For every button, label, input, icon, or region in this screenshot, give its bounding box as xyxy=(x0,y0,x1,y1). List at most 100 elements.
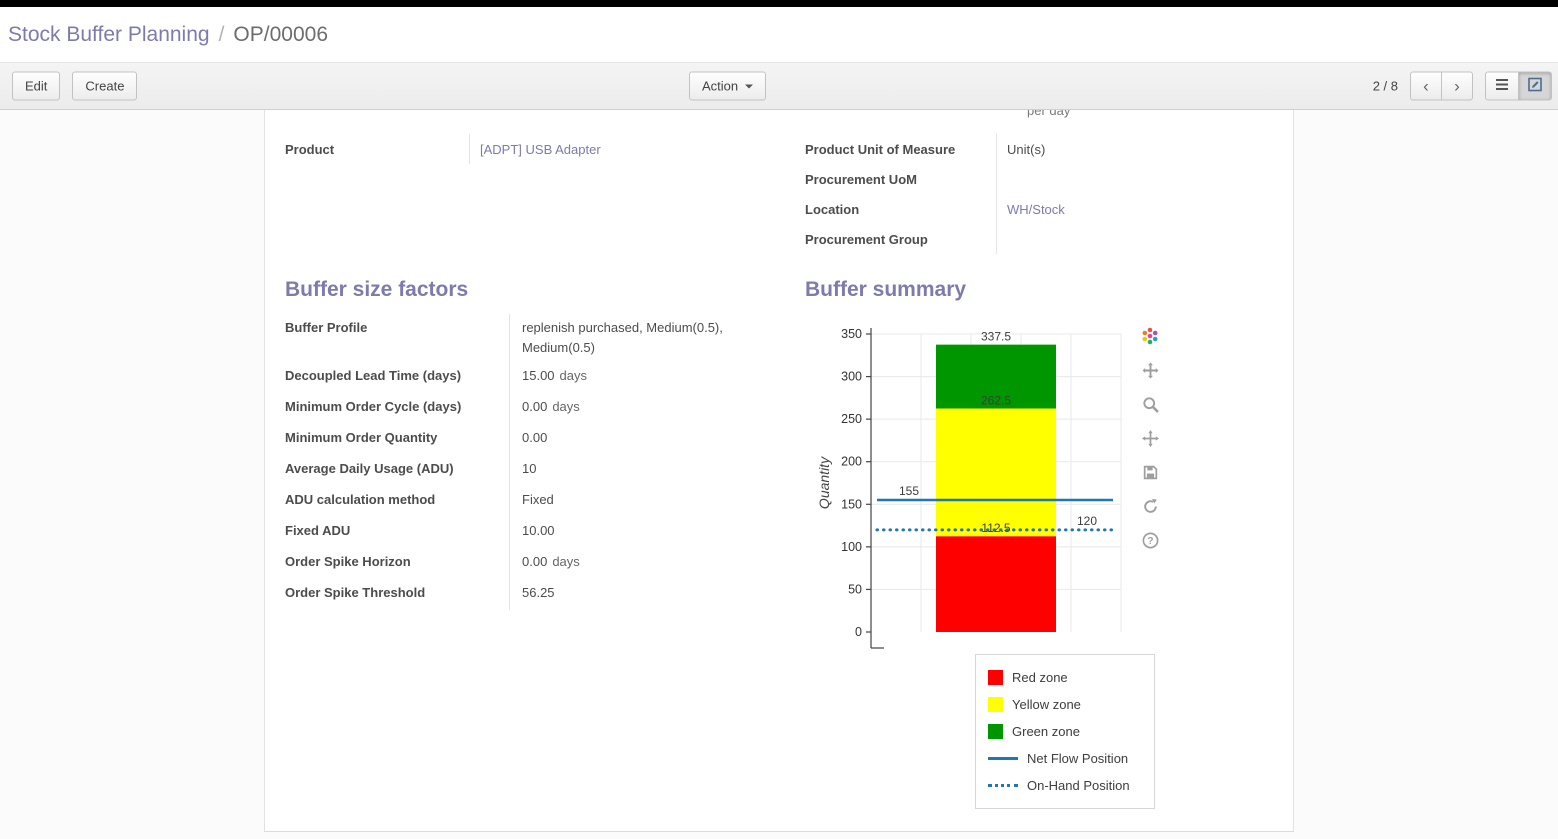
action-label: Action xyxy=(702,78,739,94)
field-unit: days xyxy=(559,368,588,383)
control-panel: Edit Create Action 2 / 8 ‹ › xyxy=(0,62,1558,110)
net-flow-position-swatch xyxy=(988,757,1018,760)
field-value-link[interactable]: Fixed xyxy=(522,492,554,507)
pager-counter: 2 / 8 xyxy=(1372,78,1398,94)
section-title-buffer-summary: Buffer summary xyxy=(805,278,967,301)
field-row: Decoupled Lead Time (days) 15.00 days xyxy=(285,362,805,393)
form-icon xyxy=(1527,77,1543,96)
list-view-button[interactable] xyxy=(1485,71,1519,101)
section-title-buffer-size-factors: Buffer size factors xyxy=(285,278,469,301)
action-dropdown-button[interactable]: Action xyxy=(689,71,767,101)
legend-label: On-Hand Position xyxy=(1027,778,1130,793)
legend-label: Green zone xyxy=(1012,724,1080,739)
zone-top-label: 112.5 xyxy=(981,521,1010,535)
pager-nav: ‹ › xyxy=(1410,71,1473,101)
help-icon[interactable]: ? xyxy=(1140,530,1160,550)
field-unit: days xyxy=(552,554,580,569)
caret-down-icon xyxy=(745,84,754,88)
field-label: Decoupled Lead Time (days) xyxy=(285,362,510,393)
breadcrumb-parent-link[interactable]: Stock Buffer Planning xyxy=(8,22,210,46)
legend-item[interactable]: On-Hand Position xyxy=(988,772,1142,799)
zoom-icon[interactable] xyxy=(1140,394,1160,414)
zone-top-label: 337.5 xyxy=(981,330,1011,344)
zone-top-label: 262.5 xyxy=(981,394,1011,408)
red-zone-bar[interactable] xyxy=(936,536,1056,632)
field-label: Buffer Profile xyxy=(285,314,510,362)
field-value: 0.00 days xyxy=(522,399,580,414)
field-row: Product [ADPT] USB Adapter xyxy=(285,134,805,164)
view-switcher xyxy=(1485,71,1552,101)
edit-button[interactable]: Edit xyxy=(12,71,61,101)
content-area: per day Product [ADPT] USB Adapter Produc… xyxy=(0,110,1558,839)
buffer-chart-svg[interactable]: 112.5 262.5 337.5 155 120 0 50 100 150 200 250 300 3… xyxy=(815,320,1167,656)
marker-label: 155 xyxy=(899,484,919,498)
top-menu-bar xyxy=(0,0,1558,7)
pager-next-button[interactable]: › xyxy=(1441,71,1473,101)
form-sheet: per day Product [ADPT] USB Adapter Produc… xyxy=(264,110,1294,832)
field-row: Product Unit of Measure Unit(s) xyxy=(805,134,1273,164)
field-row: Minimum Order Cycle (days) 0.00 days xyxy=(285,393,805,424)
field-row: Fixed ADU 10.00 xyxy=(285,517,805,548)
uom-group: Product Unit of Measure Unit(s) Procuremen… xyxy=(805,134,1273,254)
pager-previous-button[interactable]: ‹ xyxy=(1410,71,1442,101)
breadcrumb-separator: / xyxy=(218,22,225,46)
field-label: Minimum Order Quantity xyxy=(285,424,510,455)
field-row: Minimum Order Quantity 0.00 xyxy=(285,424,805,455)
field-label: Minimum Order Cycle (days) xyxy=(285,393,510,424)
y-tick-label: 300 xyxy=(841,370,862,384)
field-row: Procurement UoM xyxy=(805,164,1273,194)
autoscale-icon[interactable] xyxy=(1140,428,1160,448)
buffer-chart: 112.5 262.5 337.5 155 120 0 50 100 150 200 250 300 3… xyxy=(805,314,1273,831)
chart-legend: Red zone Yellow zone Green zone Net Flow Po… xyxy=(975,654,1155,809)
field-value-link[interactable]: [ADPT] USB Adapter xyxy=(480,141,601,157)
pan-icon[interactable] xyxy=(1140,360,1160,380)
legend-label: Red zone xyxy=(1012,670,1068,685)
list-icon xyxy=(1494,77,1510,96)
legend-item[interactable]: Red zone xyxy=(988,664,1142,691)
y-axis-title: Quantity xyxy=(816,456,832,509)
clipped-field-unit: per day xyxy=(1027,110,1071,118)
field-unit: days xyxy=(552,399,580,414)
yellow-zone-bar[interactable] xyxy=(936,408,1056,537)
main-columns: Buffer size factors Buffer Profile replen… xyxy=(285,278,1273,831)
form-view-button[interactable] xyxy=(1518,71,1552,101)
toolbar-left: Edit Create xyxy=(12,71,138,101)
legend-item[interactable]: Net Flow Position xyxy=(988,745,1142,772)
legend-item[interactable]: Green zone xyxy=(988,718,1142,745)
reset-icon[interactable] xyxy=(1140,496,1160,516)
y-tick-label: 350 xyxy=(841,327,862,341)
y-tick-label: 200 xyxy=(841,455,862,469)
y-tick-label: 50 xyxy=(848,582,862,596)
field-label: Order Spike Threshold xyxy=(285,579,510,610)
field-value: 0.00 days xyxy=(522,554,580,569)
field-row: Buffer Profile replenish purchased, Mediu… xyxy=(285,314,805,362)
field-row: Location WH/Stock xyxy=(805,194,1273,224)
field-label: Fixed ADU xyxy=(285,517,510,548)
marker-label: 120 xyxy=(1077,514,1097,528)
field-label: Product xyxy=(285,134,470,164)
field-value-link[interactable]: WH/Stock xyxy=(1007,201,1065,217)
legend-label: Yellow zone xyxy=(1012,697,1081,712)
y-tick-label: 100 xyxy=(841,540,862,554)
field-label: Location xyxy=(805,194,997,224)
green-zone-bar[interactable] xyxy=(936,344,1056,409)
buffer-size-factors-section: Buffer size factors Buffer Profile replen… xyxy=(285,278,805,831)
field-label: ADU calculation method xyxy=(285,486,510,517)
legend-label: Net Flow Position xyxy=(1027,751,1129,766)
field-value-link[interactable]: replenish purchased, Medium(0.5), Medium… xyxy=(522,320,723,355)
field-value: Unit(s) xyxy=(1007,141,1046,157)
field-label: Average Daily Usage (ADU) xyxy=(285,455,510,486)
save-icon[interactable] xyxy=(1140,462,1160,482)
create-button[interactable]: Create xyxy=(72,71,138,101)
field-value: 56.25 xyxy=(522,585,555,600)
toolbar-center: Action xyxy=(689,71,767,101)
field-row: Average Daily Usage (ADU) 10 xyxy=(285,455,805,486)
chart-modebar: ? xyxy=(1140,326,1160,550)
chart-canvas[interactable]: 112.5 262.5 337.5 155 120 0 50 100 150 200 250 300 3… xyxy=(815,320,1167,661)
yellow-zone-swatch xyxy=(988,697,1003,712)
y-tick-label: 250 xyxy=(841,412,862,426)
toolbar-right: 2 / 8 ‹ › xyxy=(1372,71,1552,101)
legend-item[interactable]: Yellow zone xyxy=(988,691,1142,718)
on-hand-position-swatch xyxy=(988,784,1018,787)
plotly-logo-icon[interactable] xyxy=(1140,326,1160,346)
